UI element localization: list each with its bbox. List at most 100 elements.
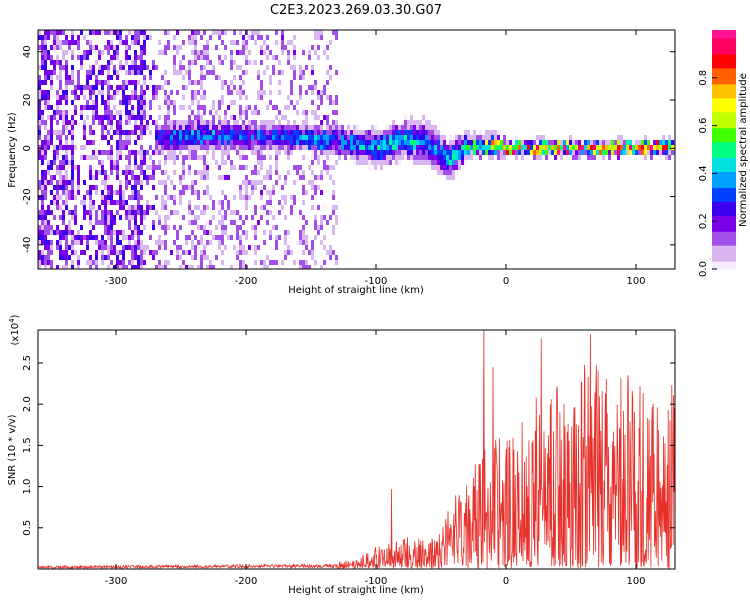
heatmap-cell xyxy=(137,55,140,60)
heatmap-cell xyxy=(233,140,236,145)
heatmap-cell xyxy=(191,100,194,105)
heatmap-cell xyxy=(233,115,236,120)
heatmap-cell xyxy=(413,135,416,140)
heatmap-cell xyxy=(401,120,404,125)
heatmap-cell xyxy=(386,135,389,140)
heatmap-cell xyxy=(188,105,191,110)
heatmap-cell xyxy=(431,160,434,165)
heatmap-cell xyxy=(287,245,290,250)
heatmap-cell xyxy=(443,135,446,140)
heatmap-cell xyxy=(206,145,209,150)
heatmap-cell xyxy=(44,145,47,150)
heatmap-cell xyxy=(266,190,269,195)
heatmap-cell xyxy=(221,150,224,155)
heatmap-cell xyxy=(419,130,422,135)
heatmap-cell xyxy=(38,110,41,115)
heatmap-cell xyxy=(65,110,68,115)
heatmap-cell xyxy=(287,105,290,110)
heatmap-cell xyxy=(44,150,47,155)
heatmap-cell xyxy=(461,140,464,145)
heatmap-cell xyxy=(83,95,86,100)
heatmap-cell xyxy=(326,45,329,50)
heatmap-cell xyxy=(221,235,224,240)
heatmap-cell xyxy=(56,135,59,140)
heatmap-cell xyxy=(350,150,353,155)
y-tick-label: 1.0 xyxy=(22,479,33,495)
heatmap-cell xyxy=(164,130,167,135)
heatmap-cell xyxy=(329,255,332,260)
heatmap-cell xyxy=(140,245,143,250)
heatmap-cell xyxy=(314,120,317,125)
heatmap-cell xyxy=(41,235,44,240)
heatmap-cell xyxy=(266,150,269,155)
heatmap-cell xyxy=(557,150,560,155)
heatmap-cell xyxy=(227,145,230,150)
heatmap-cell xyxy=(191,40,194,45)
heatmap-cell xyxy=(335,260,338,265)
heatmap-cell xyxy=(125,145,128,150)
heatmap-cell xyxy=(242,230,245,235)
heatmap-cell xyxy=(68,220,71,225)
heatmap-cell xyxy=(107,85,110,90)
heatmap-cell xyxy=(140,195,143,200)
colorbar-step xyxy=(712,253,736,256)
heatmap-cell xyxy=(308,125,311,130)
heatmap-cell xyxy=(422,150,425,155)
heatmap-cell xyxy=(515,155,518,160)
heatmap-cell xyxy=(299,165,302,170)
heatmap-cell xyxy=(254,245,257,250)
heatmap-cell xyxy=(428,145,431,150)
heatmap-cell xyxy=(98,115,101,120)
heatmap-cell xyxy=(383,155,386,160)
heatmap-cell xyxy=(239,130,242,135)
heatmap-cell xyxy=(56,145,59,150)
heatmap-cell xyxy=(161,145,164,150)
heatmap-cell xyxy=(203,135,206,140)
heatmap-cell xyxy=(50,120,53,125)
heatmap-cell xyxy=(536,135,539,140)
heatmap-cell xyxy=(155,165,158,170)
heatmap-cell xyxy=(284,180,287,185)
heatmap-cell xyxy=(65,35,68,40)
heatmap-cell xyxy=(143,130,146,135)
heatmap-cell xyxy=(206,150,209,155)
heatmap-cell xyxy=(407,120,410,125)
heatmap-cell xyxy=(164,115,167,120)
heatmap-cell xyxy=(164,245,167,250)
heatmap-cell xyxy=(353,125,356,130)
heatmap-cell xyxy=(641,140,644,145)
heatmap-cell xyxy=(230,125,233,130)
heatmap-cell xyxy=(353,145,356,150)
heatmap-cell xyxy=(233,165,236,170)
heatmap-cell xyxy=(62,235,65,240)
heatmap-cell xyxy=(653,150,656,155)
heatmap-cell xyxy=(158,125,161,130)
heatmap-cell xyxy=(59,240,62,245)
heatmap-cell xyxy=(422,115,425,120)
heatmap-cell xyxy=(128,240,131,245)
heatmap-cell xyxy=(527,150,530,155)
heatmap-cell xyxy=(290,85,293,90)
heatmap-cell xyxy=(242,220,245,225)
heatmap-cell xyxy=(278,200,281,205)
heatmap-cell xyxy=(50,250,53,255)
heatmap-cell xyxy=(176,245,179,250)
heatmap-cell xyxy=(479,140,482,145)
heatmap-cell xyxy=(44,170,47,175)
heatmap-cell xyxy=(581,150,584,155)
heatmap-cell xyxy=(455,140,458,145)
heatmap-cell xyxy=(365,145,368,150)
heatmap-cell xyxy=(89,40,92,45)
heatmap-cell xyxy=(134,205,137,210)
heatmap-cell xyxy=(134,185,137,190)
heatmap-cell xyxy=(188,40,191,45)
heatmap-cell xyxy=(563,150,566,155)
heatmap-cell xyxy=(224,245,227,250)
heatmap-cell xyxy=(209,110,212,115)
heatmap-cell xyxy=(269,155,272,160)
heatmap-cell xyxy=(269,230,272,235)
heatmap-cell xyxy=(245,115,248,120)
heatmap-cell xyxy=(188,140,191,145)
heatmap-cell xyxy=(98,245,101,250)
heatmap-cell xyxy=(344,130,347,135)
